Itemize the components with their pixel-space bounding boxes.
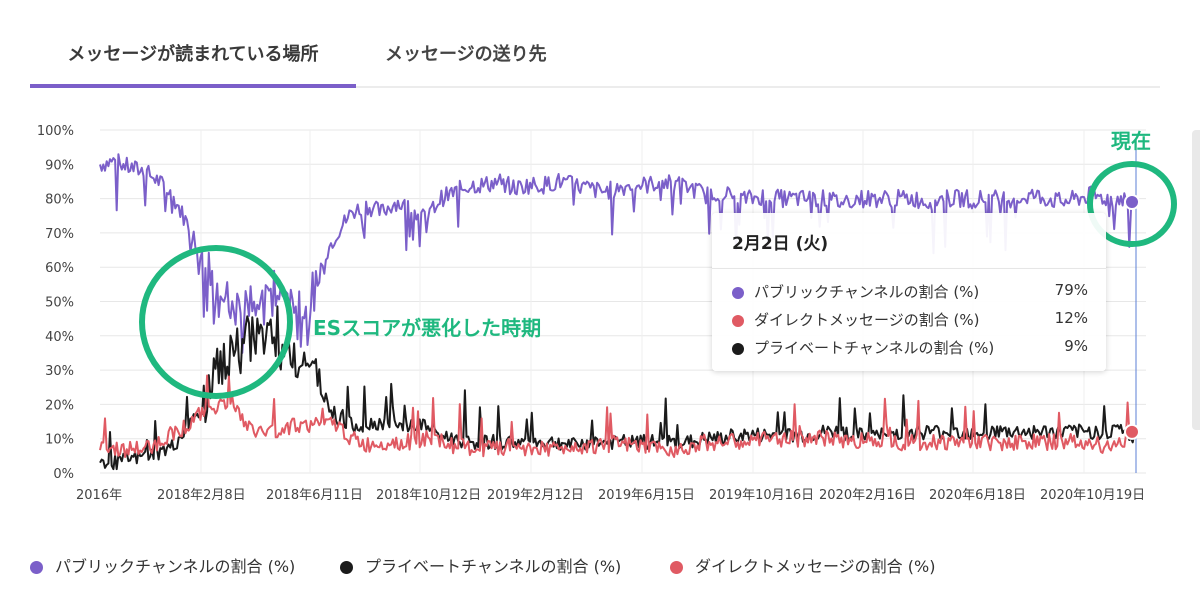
current-point-dm (1124, 423, 1140, 440)
y-tick-label: 70% (45, 227, 74, 242)
annotation-current: 現在 (1111, 129, 1151, 153)
x-tick-label: 2020年2月16日 (819, 488, 916, 503)
y-tick-label: 80% (45, 193, 74, 208)
chart-markers (139, 150, 1177, 473)
x-tick-label: 2019年10月16日 (709, 488, 814, 503)
tab-message-destination[interactable]: メッセージの送り先 (385, 44, 547, 65)
x-tick-label: 2019年6月15日 (598, 488, 695, 503)
private-dot-icon (732, 342, 744, 355)
x-tick-label: 2020年10月19日 (1040, 488, 1145, 503)
y-tick-label: 90% (45, 158, 74, 173)
y-tick-label: 40% (45, 330, 74, 345)
tooltip-row-value: 79% (1054, 281, 1088, 299)
x-tick-label: 2018年10月12日 (376, 488, 481, 503)
tooltip-row-public: パブリックチャンネルの割合 (%) 79% (732, 281, 1088, 303)
tooltip-row-value: 12% (1054, 309, 1088, 327)
chart-lines (99, 153, 1137, 471)
current-point-public (1124, 194, 1140, 211)
highlight-circle-current (1087, 161, 1177, 247)
x-tick-label: 2018年2月8日 (157, 488, 246, 503)
y-tick-label: 30% (45, 364, 74, 379)
x-tick-label: 2020年6月18日 (929, 488, 1026, 503)
annotation-bad-period: ESスコアが悪化した時期 (313, 316, 542, 340)
x-tick-label: 2016年 (76, 488, 122, 503)
tooltip-row-value: 9% (1064, 337, 1088, 355)
legend-item-private[interactable]: プライベートチャンネルの割合 (%) (340, 553, 621, 577)
tooltip-row-label: ダイレクトメッセージの割合 (%) (754, 311, 980, 329)
public-dot-icon (732, 286, 744, 299)
series-line-dm (99, 374, 1137, 458)
y-tick-label: 0% (53, 467, 74, 482)
x-tick-label: 2019年2月12日 (487, 488, 584, 503)
tooltip-date: 2月2日 (火) (732, 234, 829, 254)
hover-tooltip: 2月2日 (火) パブリックチャンネルの割合 (%) 79% ダイレクトメッセージ… (712, 213, 1106, 371)
tooltip-divider (712, 268, 1106, 269)
dm-dot-icon (732, 314, 744, 327)
public-dot-icon (30, 561, 43, 574)
highlight-circle-bad-period (139, 245, 293, 399)
legend-label: ダイレクトメッセージの割合 (%) (695, 557, 936, 576)
tooltip-row-dm: ダイレクトメッセージの割合 (%) 12% (732, 309, 1088, 331)
series-line-public (99, 153, 1137, 354)
x-axis-labels: 2016年 2018年2月8日 2018年6月11日 2018年10月12日 2019年… (76, 488, 1145, 503)
scrollbar-edge[interactable] (1192, 130, 1200, 430)
legend-label: パブリックチャンネルの割合 (%) (55, 557, 296, 576)
y-tick-label: 20% (45, 398, 74, 413)
dm-dot-icon (670, 561, 683, 574)
legend-item-public[interactable]: パブリックチャンネルの割合 (%) (30, 553, 295, 577)
tooltip-row-label: パブリックチャンネルの割合 (%) (754, 283, 980, 301)
y-tick-label: 10% (45, 433, 74, 448)
y-axis-labels: 0% 10% 20% 30% 40% 50% 60% 70% 80% 90% 100% (37, 124, 74, 482)
tab-bar: メッセージが読まれている場所 メッセージの送り先 (30, 30, 1160, 88)
y-tick-label: 50% (45, 296, 74, 311)
private-dot-icon (340, 561, 353, 574)
tooltip-row-label: プライベートチャンネルの割合 (%) (754, 339, 995, 357)
legend-item-dm[interactable]: ダイレクトメッセージの割合 (%) (670, 553, 935, 577)
legend-label: プライベートチャンネルの割合 (%) (365, 557, 622, 576)
y-tick-label: 100% (37, 124, 74, 139)
tab-message-read-location[interactable]: メッセージが読まれている場所 (30, 40, 356, 88)
tooltip-row-private: プライベートチャンネルの割合 (%) 9% (732, 337, 1088, 359)
y-tick-label: 60% (45, 261, 74, 276)
x-tick-label: 2018年6月11日 (266, 488, 363, 503)
